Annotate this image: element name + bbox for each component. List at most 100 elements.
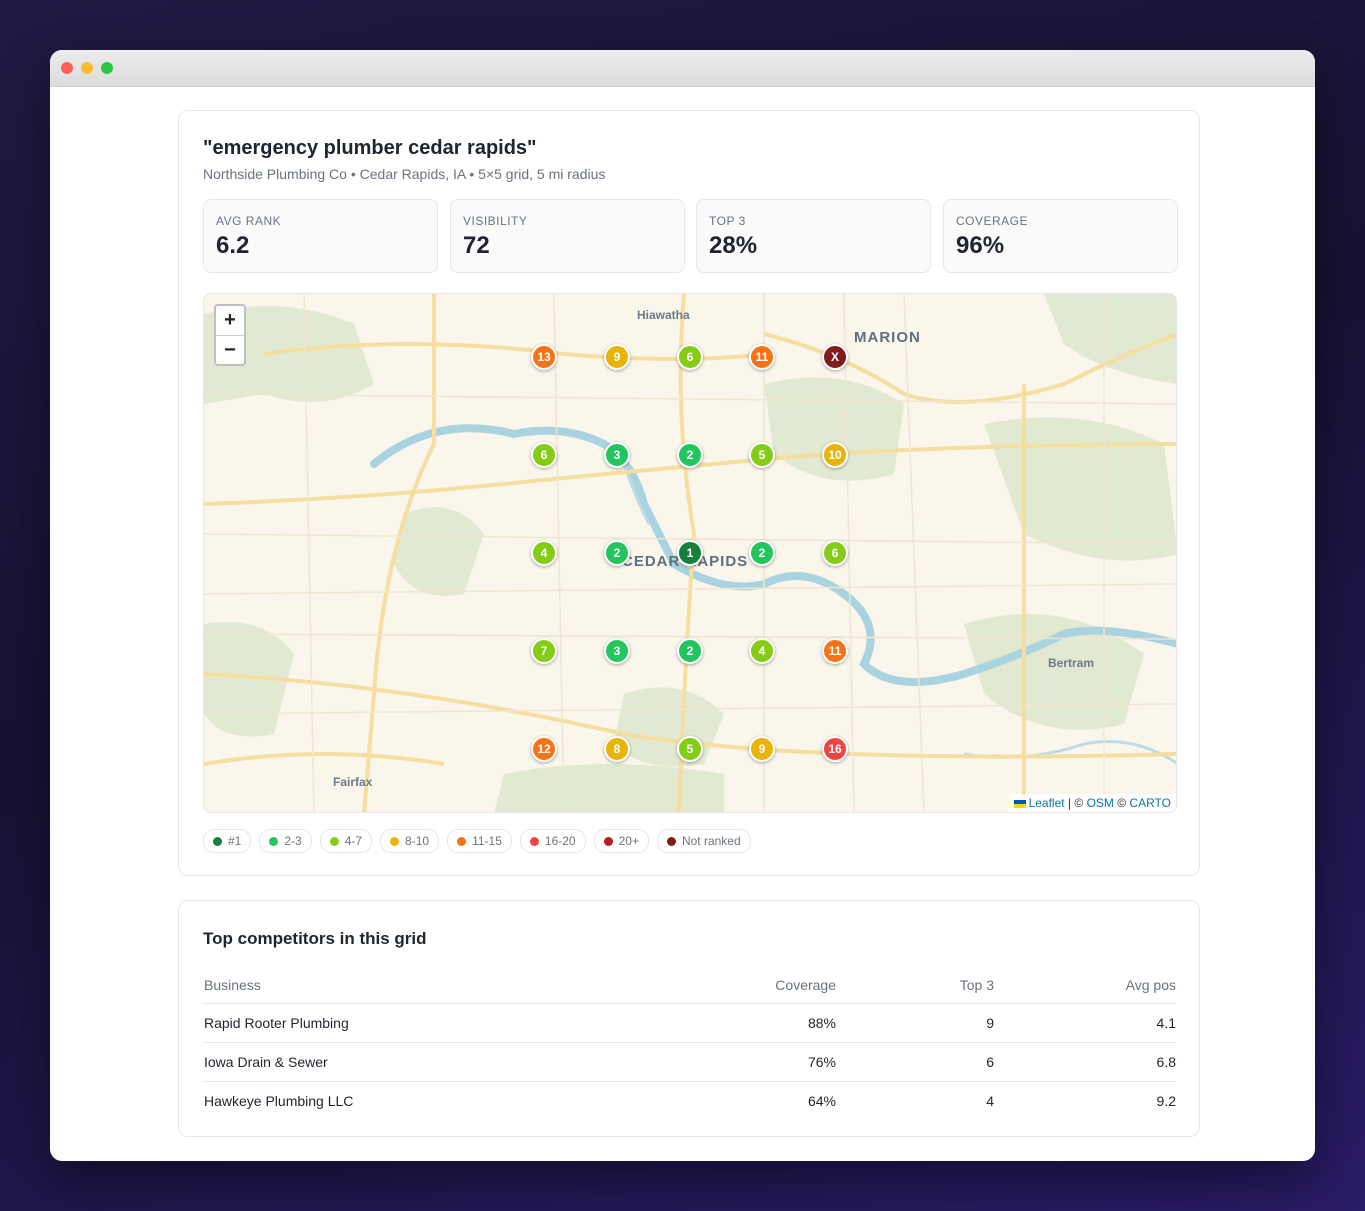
stat-value: 28% bbox=[709, 232, 758, 259]
stat-label: COVERAGE bbox=[956, 214, 1029, 228]
stat-coverage: COVERAGE 96% bbox=[943, 199, 1178, 273]
legend-swatch bbox=[529, 836, 539, 846]
stat-avg-rank: AVG RANK 6.2 bbox=[203, 199, 438, 273]
legend-swatch bbox=[457, 836, 467, 846]
grid-pin-r4-c2[interactable]: 3 bbox=[604, 638, 630, 664]
header-top3: Top 3 bbox=[837, 967, 995, 1004]
legend-label: 4-7 bbox=[344, 834, 363, 848]
grid-pin-r4-c3[interactable]: 2 bbox=[677, 638, 703, 664]
legend-label: Not ranked bbox=[681, 834, 741, 848]
legend-label: 8-10 bbox=[405, 834, 430, 848]
grid-pin-r3-c3[interactable]: 1 bbox=[677, 540, 703, 566]
stat-label: TOP 3 bbox=[709, 214, 746, 228]
avg-pos-cell: 9.2 bbox=[1156, 1093, 1176, 1109]
stat-visibility: VISIBILITY 72 bbox=[450, 199, 685, 273]
header-coverage: Coverage bbox=[685, 967, 837, 1004]
grid-pin-r3-c1[interactable]: 4 bbox=[531, 540, 557, 566]
competitors-card: Top competitors in this grid Business Co… bbox=[178, 900, 1200, 1137]
close-window-button[interactable] bbox=[61, 62, 73, 74]
stat-value: 72 bbox=[463, 232, 490, 259]
legend-label: 16-20 bbox=[544, 834, 576, 848]
legend-item-4-7: 4-7 bbox=[319, 829, 373, 853]
legend-item-16-20: 16-20 bbox=[519, 829, 586, 853]
stat-value: 6.2 bbox=[216, 232, 250, 259]
top3-cell: 6 bbox=[837, 1042, 995, 1082]
grid-pin-r5-c2[interactable]: 8 bbox=[604, 736, 630, 762]
report-title: "emergency plumber cedar rapids" bbox=[203, 137, 537, 159]
legend-swatch bbox=[666, 836, 676, 846]
rank-grid-map[interactable]: + − Hiawatha MARION CEDAR RAPIDS Bertram… bbox=[203, 293, 1177, 813]
grid-pin-r2-c5[interactable]: 10 bbox=[822, 442, 848, 468]
business-name: Iowa Drain & Sewer bbox=[203, 1042, 685, 1082]
grid-pin-r5-c4[interactable]: 9 bbox=[749, 736, 775, 762]
legend-label: 11-15 bbox=[472, 834, 502, 848]
legend-item-11-15: 11-15 bbox=[447, 829, 512, 853]
grid-pin-r3-c5[interactable]: 6 bbox=[822, 540, 848, 566]
minimize-window-button[interactable] bbox=[81, 62, 93, 74]
avg-pos-cell: 6.8 bbox=[995, 1042, 1177, 1082]
table-row: Iowa Drain & Sewer 76% 6 6.8 bbox=[203, 1042, 1177, 1082]
browser-window: "emergency plumber cedar rapids" Northsi… bbox=[50, 50, 1315, 1161]
title-bar bbox=[50, 50, 1315, 87]
legend-item-not-ranked: Not ranked bbox=[656, 829, 751, 853]
grid-pin-r4-c4[interactable]: 4 bbox=[749, 638, 775, 664]
grid-pin-r5-c5[interactable]: 16 bbox=[822, 736, 848, 762]
place-label-hiawatha: Hiawatha bbox=[637, 308, 690, 322]
grid-pin-r2-c2[interactable]: 3 bbox=[604, 442, 630, 468]
grid-pin-r5-c3[interactable]: 5 bbox=[677, 736, 703, 762]
stat-label: AVG RANK bbox=[216, 214, 282, 228]
zoom-in-button[interactable]: + bbox=[216, 306, 244, 336]
grid-pin-r2-c3[interactable]: 2 bbox=[677, 442, 703, 468]
carto-link[interactable]: CARTO bbox=[1129, 796, 1171, 810]
leaflet-link[interactable]: Leaflet bbox=[1028, 796, 1065, 810]
legend-label: 20+ bbox=[618, 834, 639, 848]
legend-label: #1 bbox=[228, 834, 242, 848]
stat-top3: TOP 3 28% bbox=[696, 199, 931, 273]
legend-swatch bbox=[603, 836, 613, 846]
map-tiles bbox=[204, 294, 1176, 812]
grid-pin-r1-c1[interactable]: 13 bbox=[531, 344, 557, 370]
place-label-bertram: Bertram bbox=[1048, 656, 1095, 670]
grid-pin-r2-c1[interactable]: 6 bbox=[531, 442, 557, 468]
grid-report-card: "emergency plumber cedar rapids" Northsi… bbox=[178, 110, 1200, 876]
grid-pin-r4-c5[interactable]: 11 bbox=[822, 638, 848, 664]
zoom-control: + − bbox=[214, 304, 246, 366]
grid-pin-r1-c2[interactable]: 9 bbox=[604, 344, 630, 370]
grid-pin-r3-c4[interactable]: 2 bbox=[749, 540, 775, 566]
grid-pin-r4-c1[interactable]: 7 bbox=[531, 638, 557, 664]
grid-pin-r1-c5[interactable]: X bbox=[822, 344, 848, 370]
table-row: Rapid Rooter Plumbing 88% 9 4.1 bbox=[203, 1003, 1177, 1043]
grid-pin-r1-c4[interactable]: 11 bbox=[749, 344, 775, 370]
maximize-window-button[interactable] bbox=[101, 62, 113, 74]
coverage-cell: 76% bbox=[685, 1042, 837, 1082]
stat-label: VISIBILITY bbox=[463, 214, 528, 228]
rank-legend: #1 2-3 4-7 8-10 11-15 16-20 20+ Not rank… bbox=[203, 829, 751, 853]
legend-item-1: #1 bbox=[203, 829, 252, 853]
report-subtitle: Northside Plumbing Co • Cedar Rapids, IA… bbox=[203, 166, 606, 182]
grid-pin-r1-c3[interactable]: 6 bbox=[677, 344, 703, 370]
zoom-out-button[interactable]: − bbox=[224, 339, 236, 361]
header-business: Business bbox=[203, 967, 685, 1004]
grid-pin-r3-c2[interactable]: 2 bbox=[604, 540, 630, 566]
place-label-marion: MARION bbox=[854, 329, 921, 346]
place-label-fairfax: Fairfax bbox=[333, 775, 373, 789]
legend-item-8-10: 8-10 bbox=[380, 829, 440, 853]
legend-item-2-3: 2-3 bbox=[259, 829, 312, 853]
stat-value: 96% bbox=[956, 232, 1005, 259]
header-avg-pos: Avg pos bbox=[995, 967, 1177, 1004]
table-row: Hawkeye Plumbing LLC 64% 4 9.2 bbox=[203, 1082, 1177, 1121]
legend-label: 2-3 bbox=[284, 834, 302, 848]
coverage-cell: 64% bbox=[807, 1093, 836, 1109]
legend-swatch bbox=[329, 836, 339, 846]
competitors-title: Top competitors in this grid bbox=[203, 929, 427, 948]
osm-link[interactable]: OSM bbox=[1086, 796, 1114, 810]
business-name: Hawkeye Plumbing LLC bbox=[204, 1093, 354, 1109]
grid-pin-r2-c4[interactable]: 5 bbox=[749, 442, 775, 468]
legend-swatch bbox=[390, 836, 400, 846]
attribution-copy: © bbox=[1113, 796, 1130, 810]
attribution-sep: | © bbox=[1064, 796, 1087, 810]
grid-pin-r5-c1[interactable]: 12 bbox=[531, 736, 557, 762]
top3-cell: 9 bbox=[837, 1003, 995, 1043]
business-name: Rapid Rooter Plumbing bbox=[203, 1003, 685, 1043]
coverage-cell: 88% bbox=[685, 1003, 837, 1043]
